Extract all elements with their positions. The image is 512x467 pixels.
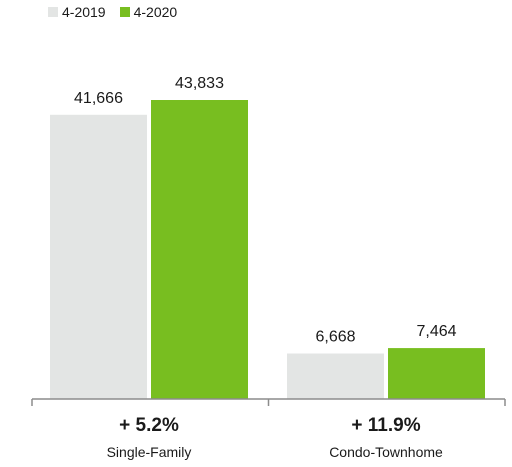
legend-swatch-2019: [48, 7, 58, 17]
bar-2019-single-family: [50, 114, 147, 399]
legend-label-2020: 4-2020: [133, 4, 178, 20]
change-label-single-family: + 5.2%: [119, 415, 179, 436]
value-label-2019-single-family: 41,666: [74, 90, 123, 107]
chart-legend: 4-2019 4-2020: [48, 3, 177, 21]
bar-2019-condo-townhome: [287, 353, 384, 399]
value-label-2019-condo-townhome: 6,668: [315, 329, 355, 346]
value-label-2020-single-family: 43,833: [175, 75, 224, 92]
bar-2020-condo-townhome: [388, 348, 485, 399]
change-label-condo-townhome: + 11.9%: [351, 415, 420, 436]
category-label-condo-townhome: Condo-Townhome: [329, 444, 443, 460]
bar-2020-single-family: [151, 100, 248, 399]
legend-item-2020: 4-2020: [119, 3, 178, 21]
legend-swatch-2020: [119, 7, 130, 17]
category-label-single-family: Single-Family: [107, 444, 192, 460]
legend-item-2019: 4-2019: [48, 3, 106, 21]
legend-label-2019: 4-2019: [62, 4, 106, 20]
value-label-2020-condo-townhome: 7,464: [416, 323, 456, 340]
